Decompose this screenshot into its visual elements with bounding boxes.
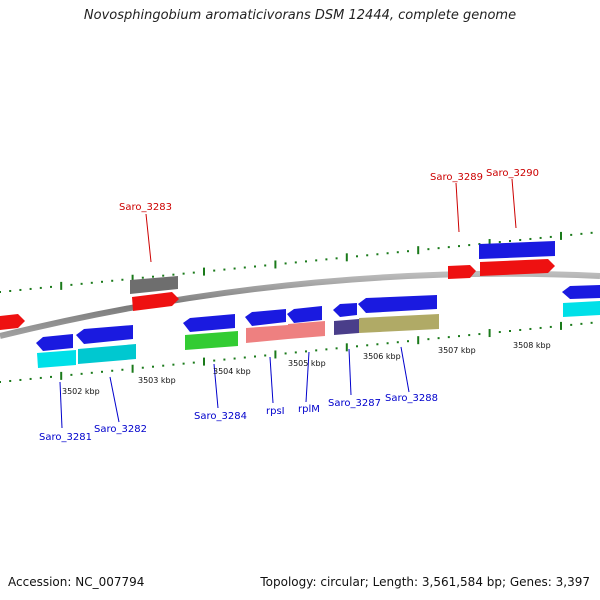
accession-label: Accession: NC_007794 — [8, 575, 145, 589]
gene-arrow-saro-3282[interactable] — [76, 325, 133, 344]
gene-label-saro-3282[interactable]: Saro_3282 — [94, 424, 147, 435]
inner-tick-track — [0, 321, 593, 383]
gene-arrow-rplm[interactable] — [287, 306, 322, 323]
gene-arrow-rplm-cds[interactable] — [288, 321, 325, 339]
gene-arrow-saro-3287-cds[interactable] — [334, 319, 359, 335]
tick-label-3504: 3504 kbp — [213, 367, 251, 376]
reverse-strand-features — [36, 285, 600, 368]
genome-title: Novosphingobium aromaticivorans DSM 1244… — [83, 8, 517, 23]
gene-label-saro-3289[interactable]: Saro_3289 — [430, 172, 483, 183]
tick-label-3502: 3502 kbp — [62, 387, 100, 396]
gene-label-saro-3281[interactable]: Saro_3281 — [39, 432, 92, 443]
gene-arrow-saro-3284[interactable] — [183, 314, 235, 332]
gene-arrow-saro-3283-cds[interactable] — [130, 276, 178, 294]
gene-label-rplm[interactable]: rplM — [298, 404, 320, 415]
gene-arrow-saro-3282-cds[interactable] — [78, 344, 136, 364]
gene-arrow-saro-3290[interactable] — [480, 259, 555, 276]
gene-arrow-rpsi-cds[interactable] — [246, 325, 288, 343]
gene-labels: Saro_3281 Saro_3282 Saro_3283 Saro_3284 … — [39, 168, 539, 443]
forward-strand-features — [0, 241, 555, 330]
gene-arrow-right-edge-cds[interactable] — [563, 301, 600, 317]
gene-arrow-saro-3289[interactable] — [448, 265, 476, 279]
tick-label-3507: 3507 kbp — [438, 346, 476, 355]
tick-label-3503: 3503 kbp — [138, 376, 176, 385]
gene-label-rpsi[interactable]: rpsI — [266, 406, 285, 417]
gene-arrow-saro-3288-cds[interactable] — [359, 314, 439, 333]
gene-label-saro-3290[interactable]: Saro_3290 — [486, 168, 539, 179]
gene-arrow-right-edge[interactable] — [562, 285, 600, 299]
gene-arrow-saro-3283[interactable] — [132, 292, 179, 311]
topology-label: Topology: circular; Length: 3,561,584 bp… — [260, 575, 590, 589]
gene-arrow-saro-3290-cds[interactable] — [479, 241, 555, 259]
gene-label-saro-3287[interactable]: Saro_3287 — [328, 398, 381, 409]
gene-arrow-saro-3284-cds[interactable] — [185, 331, 238, 350]
gene-arrow-saro-3281-cds[interactable] — [37, 350, 76, 368]
label-leader-lines — [59, 178, 517, 429]
gene-label-saro-3284[interactable]: Saro_3284 — [194, 411, 247, 422]
tick-label-3508: 3508 kbp — [513, 341, 551, 350]
gene-arrow-saro-3288[interactable] — [358, 295, 437, 313]
gene-arrow-rpsi[interactable] — [245, 309, 286, 326]
gene-arrow-saro-3287[interactable] — [333, 303, 357, 317]
gene-label-saro-3288[interactable]: Saro_3288 — [385, 393, 438, 404]
gene-label-saro-3283[interactable]: Saro_3283 — [119, 202, 172, 213]
position-tick-labels: 3502 kbp 3503 kbp 3504 kbp 3505 kbp 3506… — [62, 341, 551, 396]
tick-label-3505: 3505 kbp — [288, 359, 326, 368]
gene-arrow-saro-3281[interactable] — [36, 334, 73, 351]
gene-arrow-left-edge[interactable] — [0, 314, 25, 330]
tick-label-3506: 3506 kbp — [363, 352, 401, 361]
